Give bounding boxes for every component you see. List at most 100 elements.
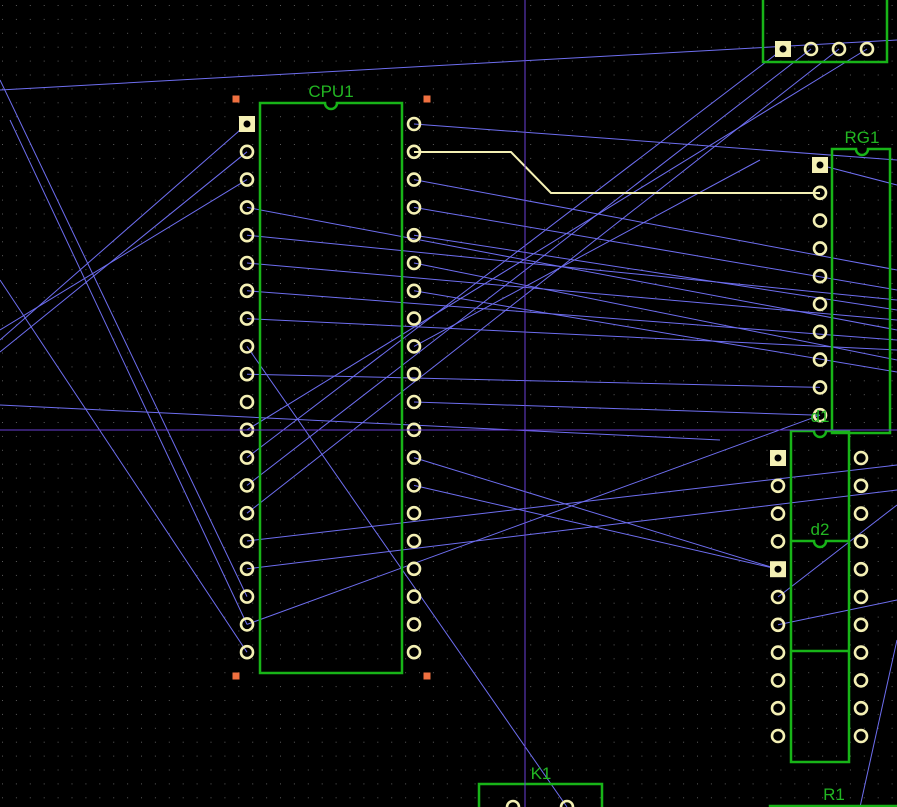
pad-round[interactable] <box>239 478 255 493</box>
pad-round[interactable] <box>812 213 828 228</box>
pad-round[interactable] <box>239 394 255 410</box>
component-label-rg1[interactable]: RG1 <box>845 128 880 147</box>
pad-round[interactable] <box>812 380 828 395</box>
pad-round[interactable] <box>853 561 869 577</box>
pad-round[interactable] <box>239 533 255 549</box>
pad-round[interactable] <box>770 645 786 660</box>
pad-round[interactable] <box>812 268 828 284</box>
pad-round[interactable] <box>853 700 869 716</box>
pad-round[interactable] <box>812 352 828 367</box>
pad-round[interactable] <box>812 324 828 340</box>
pad-round[interactable] <box>505 799 521 807</box>
pad-round[interactable] <box>239 255 255 271</box>
ratsnest-line <box>246 373 821 388</box>
pad-round[interactable] <box>406 617 422 632</box>
pad-round[interactable] <box>770 617 786 633</box>
ratsnest-line <box>246 234 897 301</box>
pad-round[interactable] <box>239 339 255 354</box>
pad-round[interactable] <box>803 41 819 57</box>
component-label-k1[interactable]: K1 <box>531 764 552 783</box>
pad-round[interactable] <box>239 172 255 187</box>
pad-round[interactable] <box>853 645 869 660</box>
pad-round[interactable] <box>770 534 786 549</box>
pad-round[interactable] <box>406 172 422 187</box>
pad-round[interactable] <box>239 283 255 299</box>
pad-round[interactable] <box>812 185 828 201</box>
pad-round[interactable] <box>406 116 422 132</box>
pad-round[interactable] <box>853 589 869 605</box>
pad-hole[interactable] <box>774 454 782 462</box>
pad-round[interactable] <box>770 478 786 494</box>
pad-round[interactable] <box>853 617 869 633</box>
ratsnest-line <box>413 262 897 361</box>
pad-round[interactable] <box>770 728 786 744</box>
ratsnest-line <box>413 179 897 271</box>
pad-hole[interactable] <box>816 161 824 169</box>
ratsnest-line <box>413 234 897 311</box>
pad-round[interactable] <box>831 41 847 57</box>
pad-round[interactable] <box>853 450 869 466</box>
pad-round[interactable] <box>770 700 786 716</box>
pad-round[interactable] <box>812 296 828 312</box>
pad-round[interactable] <box>239 617 255 632</box>
pad-round[interactable] <box>406 144 422 160</box>
corner-marker <box>423 95 431 103</box>
pad-round[interactable] <box>239 589 255 604</box>
pad-hole[interactable] <box>779 45 787 53</box>
pad-hole[interactable] <box>243 120 251 128</box>
component-label-cpu1[interactable]: CPU1 <box>308 82 353 101</box>
pad-round[interactable] <box>406 339 422 354</box>
pad-round[interactable] <box>770 673 786 688</box>
pad-round[interactable] <box>406 394 422 410</box>
pad-round[interactable] <box>406 644 422 660</box>
pad-round[interactable] <box>770 506 786 521</box>
pad-round[interactable] <box>239 200 255 215</box>
pad-round[interactable] <box>559 799 575 807</box>
ratsnest-line <box>246 414 821 625</box>
pad-round[interactable] <box>406 283 422 299</box>
component-label-r1[interactable]: R1 <box>823 785 845 804</box>
ratsnest-line <box>413 290 897 373</box>
ratsnest-line <box>246 489 897 570</box>
pad-round[interactable] <box>853 506 869 521</box>
pad-round[interactable] <box>853 478 869 494</box>
pad-round[interactable] <box>406 478 422 493</box>
pad-round[interactable] <box>406 589 422 604</box>
pad-round[interactable] <box>239 227 255 243</box>
pad-round[interactable] <box>853 534 869 549</box>
pad-round[interactable] <box>239 505 255 521</box>
pad-round[interactable] <box>406 533 422 549</box>
pad-round[interactable] <box>859 41 875 57</box>
pad-round[interactable] <box>406 200 422 215</box>
pad-round[interactable] <box>406 311 422 326</box>
pad-round[interactable] <box>406 561 422 577</box>
ratsnest-line <box>413 206 897 291</box>
ratsnest-line <box>859 639 897 807</box>
pad-round[interactable] <box>239 311 255 326</box>
pad-round[interactable] <box>406 366 422 382</box>
component-label-d1[interactable]: d1 <box>811 407 830 426</box>
pad-round[interactable] <box>853 673 869 688</box>
pad-round[interactable] <box>406 505 422 521</box>
ratsnest-line <box>0 279 248 653</box>
pad-round[interactable] <box>239 644 255 660</box>
pad-round[interactable] <box>406 227 422 243</box>
pad-round[interactable] <box>853 728 869 744</box>
pad-round[interactable] <box>770 589 786 605</box>
pad-round[interactable] <box>406 255 422 271</box>
pad-round[interactable] <box>239 144 255 160</box>
pad-round[interactable] <box>239 366 255 382</box>
k1-outline <box>477 782 604 807</box>
pad-round[interactable] <box>812 241 828 256</box>
traces <box>414 151 820 194</box>
pad-round[interactable] <box>239 561 255 577</box>
pad-round[interactable] <box>239 450 255 465</box>
pad-round[interactable] <box>406 450 422 465</box>
pad-hole[interactable] <box>774 565 782 573</box>
d1-outline <box>789 429 851 764</box>
connector-outline <box>761 0 889 64</box>
component-label-d2[interactable]: d2 <box>811 520 830 539</box>
pad-round[interactable] <box>812 407 828 423</box>
